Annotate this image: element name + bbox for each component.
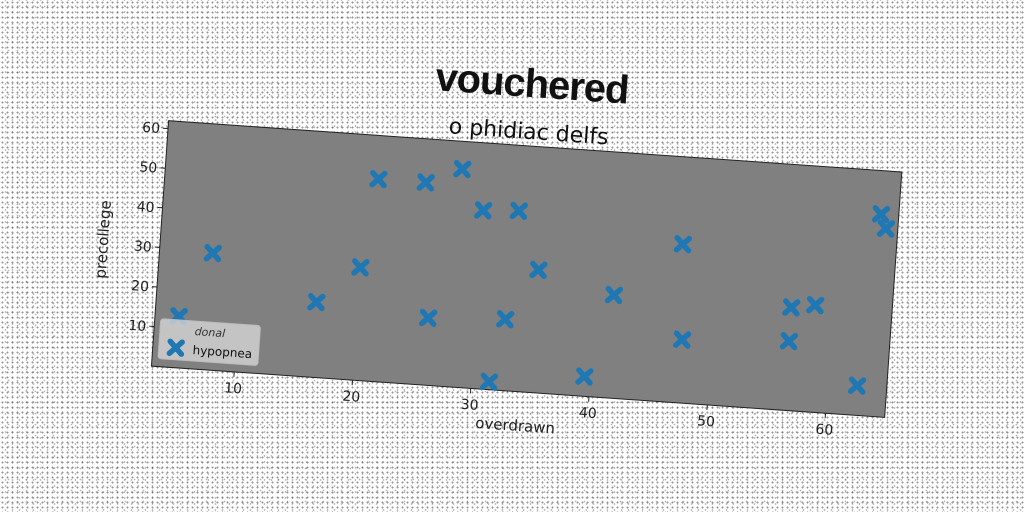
- y-tick-label: 40: [136, 199, 155, 216]
- legend-marker-icon: [166, 338, 185, 357]
- x-tick-label: 10: [224, 380, 243, 397]
- data-point: [307, 292, 326, 312]
- legend-marker: [166, 338, 185, 357]
- data-point: [418, 308, 438, 328]
- data-point: [369, 169, 388, 189]
- chart-title: vouchered: [434, 55, 630, 112]
- data-point: [806, 295, 825, 315]
- y-tick-label: 30: [133, 239, 152, 256]
- data-point: [474, 201, 493, 220]
- data-point: [509, 201, 528, 220]
- plot-area: [150, 120, 903, 418]
- y-tick-label: 20: [131, 278, 150, 295]
- data-point: [848, 376, 867, 395]
- x-tick-label: 20: [342, 389, 361, 406]
- y-tick-label: 50: [139, 159, 158, 176]
- data-point: [604, 285, 624, 305]
- y-axis-label: precollege: [91, 200, 114, 279]
- data-point: [453, 159, 472, 179]
- data-point: [416, 173, 435, 192]
- data-point: [529, 260, 548, 280]
- data-point: [876, 219, 896, 238]
- data-point: [871, 205, 891, 224]
- data-point: [779, 331, 799, 351]
- legend: donal hypopnea: [157, 318, 261, 366]
- x-tick-label: 30: [460, 397, 479, 414]
- x-tick-label: 40: [578, 405, 597, 422]
- legend-title: donal: [194, 325, 225, 340]
- data-point: [351, 258, 370, 277]
- data-point: [575, 367, 594, 386]
- data-point: [479, 372, 499, 391]
- data-point: [203, 243, 222, 263]
- legend-label: hypopnea: [192, 343, 252, 361]
- x-tick-label: 50: [697, 413, 716, 430]
- y-axis: 10 20 30 40 50 60: [128, 120, 169, 335]
- x-axis: 10 20 30 40 50 60: [224, 371, 834, 439]
- data-point: [496, 310, 515, 329]
- data-point: [672, 330, 692, 349]
- data-point: [782, 298, 801, 317]
- data-points: [169, 159, 896, 395]
- data-point: [673, 235, 693, 254]
- x-axis-label: overdrawn: [475, 414, 556, 438]
- y-tick-label: 10: [128, 318, 147, 335]
- y-tick-label: 60: [142, 120, 161, 137]
- x-tick-label: 60: [815, 422, 834, 439]
